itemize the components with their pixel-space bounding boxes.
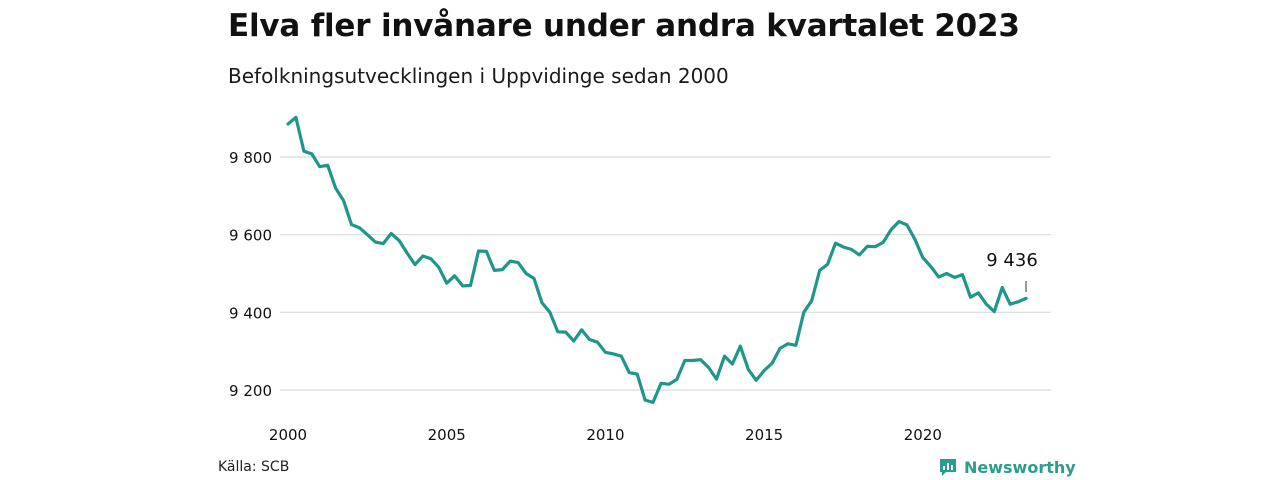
- x-tick-label: 2010: [586, 426, 624, 444]
- x-axis-ticks: 2000 2005 2010 2015 2020: [269, 426, 942, 444]
- y-tick-label: 9 800: [229, 149, 272, 167]
- x-tick-label: 2015: [745, 426, 783, 444]
- source-note: Källa: SCB: [218, 459, 290, 475]
- chart-subtitle: Befolkningsutvecklingen i Uppvidinge sed…: [228, 64, 729, 88]
- annotation-label: 9 436: [986, 250, 1038, 271]
- y-tick-label: 9 600: [229, 227, 272, 245]
- chart-title: Elva fler invånare under andra kvartalet…: [228, 8, 1020, 44]
- x-tick-label: 2000: [269, 426, 307, 444]
- y-tick-label: 9 400: [229, 304, 272, 322]
- x-tick-label: 2005: [428, 426, 466, 444]
- series-line-layer: [286, 115, 1028, 404]
- brand-name: Newsworthy: [964, 457, 1076, 477]
- x-tick-label: 2020: [904, 426, 942, 444]
- y-axis-ticks: 9 200 9 400 9 600 9 800: [229, 149, 272, 400]
- newsworthy-logo-icon: [940, 459, 956, 476]
- series-line: [286, 115, 1028, 404]
- y-tick-label: 9 200: [229, 382, 272, 400]
- brand-logo: Newsworthy: [938, 456, 1076, 478]
- annotation-layer: 9 436: [986, 250, 1038, 292]
- gridlines: [280, 156, 1051, 391]
